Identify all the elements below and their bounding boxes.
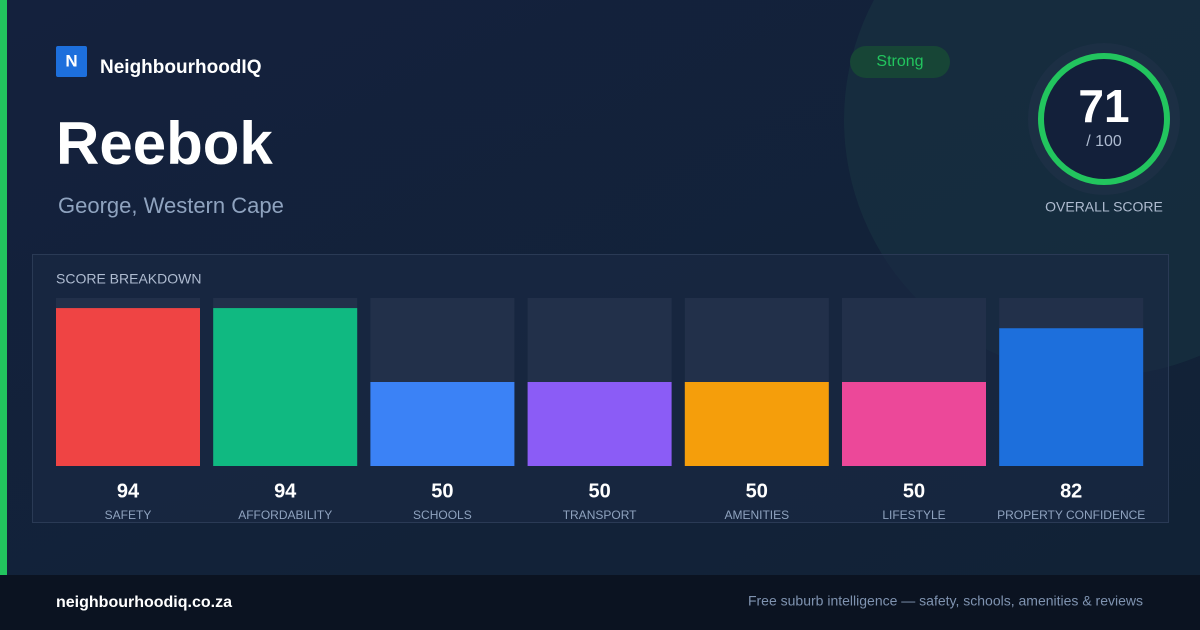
overall-score: 71 bbox=[1078, 80, 1129, 132]
accent-stripe bbox=[0, 0, 7, 575]
bar-label: AFFORDABILITY bbox=[238, 508, 332, 522]
logo-letter: N bbox=[65, 51, 77, 70]
footer-site: neighbourhoodiq.co.za bbox=[56, 594, 232, 611]
bar-label: SAFETY bbox=[105, 508, 152, 522]
bars: 94 SAFETY 94 AFFORDABILITY 50 SCHOOLS 50 TRANSP… bbox=[56, 298, 1145, 522]
badge-text: Strong bbox=[876, 53, 923, 70]
bar bbox=[527, 382, 672, 466]
bar bbox=[684, 382, 829, 466]
bar-value: 94 bbox=[117, 480, 140, 502]
bar-value: 94 bbox=[274, 480, 297, 502]
logo bbox=[56, 46, 87, 77]
bar-value: 50 bbox=[431, 480, 453, 502]
bar-label: AMENITIES bbox=[724, 508, 789, 522]
footer-tagline: Free suburb intelligence — safety, schoo… bbox=[748, 593, 1143, 609]
location: George, Western Cape bbox=[58, 193, 284, 218]
bar-value: 82 bbox=[1060, 480, 1082, 502]
badge bbox=[850, 46, 950, 78]
bar-label: TRANSPORT bbox=[563, 508, 637, 522]
bar-value: 50 bbox=[903, 480, 925, 502]
bar bbox=[213, 308, 358, 466]
bar-label: SCHOOLS bbox=[413, 508, 472, 522]
brand-name: NeighbourhoodIQ bbox=[100, 57, 261, 78]
bar-label: LIFESTYLE bbox=[882, 508, 945, 522]
bar-label: PROPERTY CONFIDENCE bbox=[997, 508, 1145, 522]
breakdown-title: SCORE BREAKDOWN bbox=[56, 271, 201, 287]
overall-max: / 100 bbox=[1086, 133, 1122, 150]
bar bbox=[999, 328, 1144, 466]
bar bbox=[842, 382, 986, 466]
bar-value: 50 bbox=[746, 480, 768, 502]
bar bbox=[370, 382, 515, 466]
bar bbox=[56, 308, 200, 466]
suburb: Reebok bbox=[56, 110, 273, 177]
overall-label: OVERALL SCORE bbox=[1045, 199, 1163, 215]
score-ring bbox=[1038, 53, 1170, 185]
bar-value: 50 bbox=[588, 480, 610, 502]
footer bbox=[0, 575, 1200, 630]
